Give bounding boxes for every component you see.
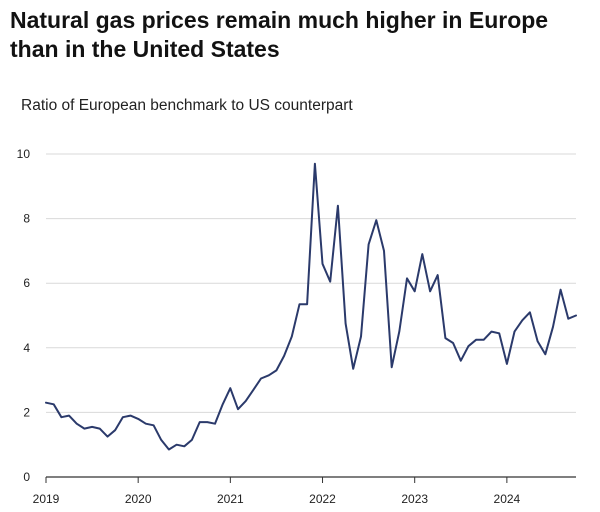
x-tick-label: 2022 — [309, 492, 336, 506]
x-tick-labels: 2019 2020 2021 2022 2023 2024 — [33, 492, 521, 506]
series-line-ratio — [45, 162, 577, 451]
y-tick-label: 6 — [23, 276, 30, 290]
x-tick-label: 2023 — [401, 492, 428, 506]
x-tick-label: 2020 — [125, 492, 152, 506]
x-tick-label: 2021 — [217, 492, 244, 506]
x-tick-label: 2019 — [33, 492, 60, 506]
series-layer — [45, 162, 577, 451]
y-tick-label: 4 — [23, 341, 30, 355]
y-tick-labels: 0 2 4 6 8 10 — [17, 147, 31, 484]
x-tick-label: 2024 — [494, 492, 521, 506]
gridlines — [46, 153, 576, 413]
y-tick-label: 8 — [23, 212, 30, 226]
chart-subtitle: Ratio of European benchmark to US counte… — [21, 97, 353, 114]
axes — [45, 476, 576, 483]
y-tick-label: 0 — [23, 470, 30, 484]
y-tick-label: 10 — [17, 147, 31, 161]
chart-title: Natural gas prices remain much higher in… — [10, 7, 549, 62]
y-tick-label: 2 — [23, 405, 30, 419]
